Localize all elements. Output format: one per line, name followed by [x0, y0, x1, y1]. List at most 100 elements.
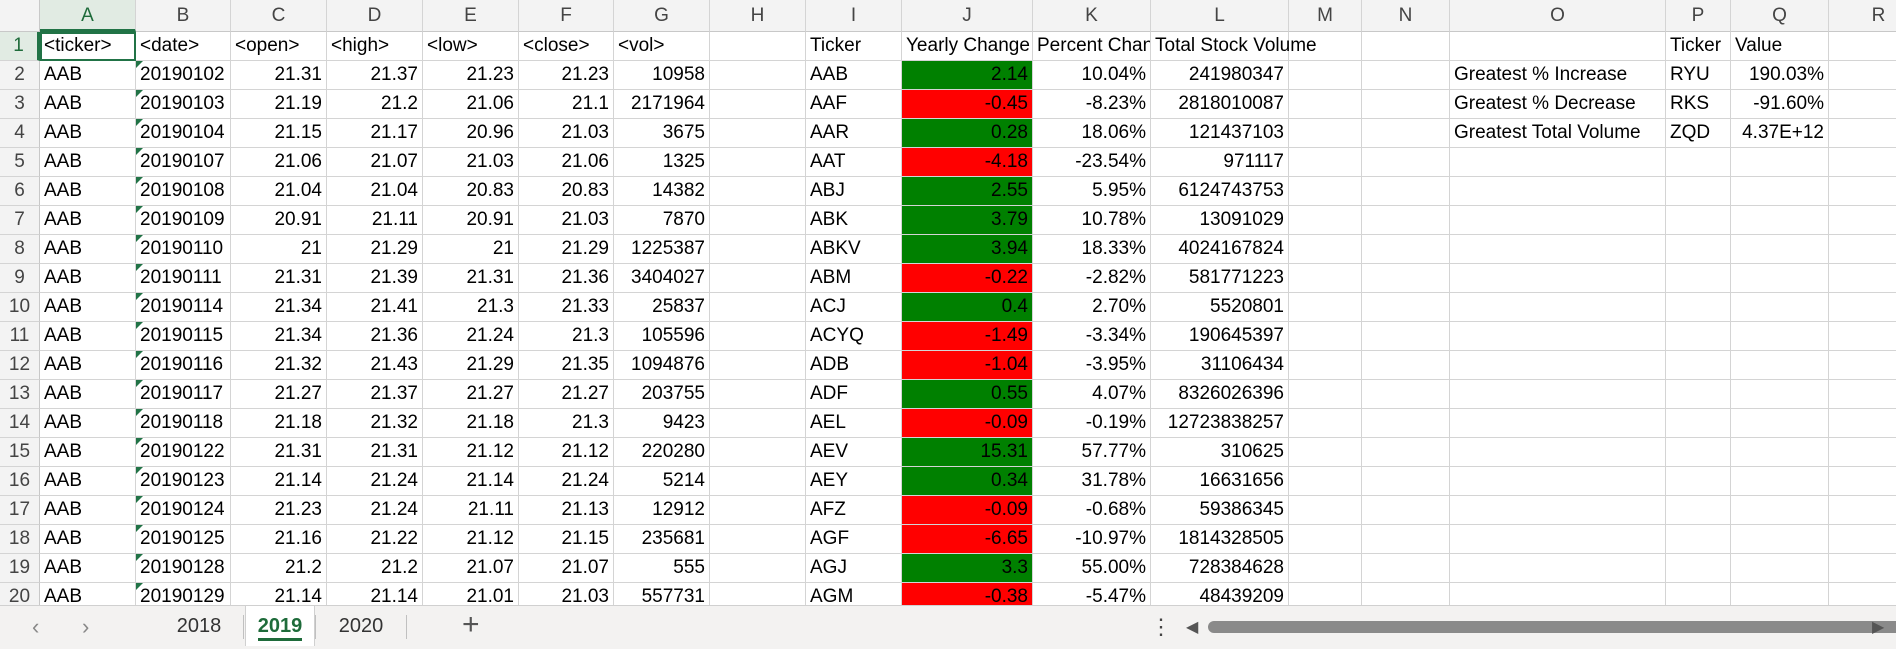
total-volume-cell[interactable]: 121437103 [1151, 119, 1289, 148]
data-cell[interactable]: 20190124 [136, 496, 231, 525]
yearly-change-cell[interactable]: -1.04 [902, 351, 1033, 380]
data-cell[interactable]: 21.24 [327, 496, 423, 525]
empty-cell[interactable] [1362, 467, 1450, 496]
data-cell[interactable]: 21.18 [231, 409, 327, 438]
empty-cell[interactable] [1289, 409, 1362, 438]
data-cell[interactable]: 21.07 [423, 554, 519, 583]
empty-cell[interactable] [1289, 351, 1362, 380]
empty-cell[interactable] [1829, 409, 1896, 438]
column-header-o[interactable]: O [1450, 0, 1666, 32]
data-cell[interactable]: AAB [40, 264, 136, 293]
empty-cell[interactable] [1362, 525, 1450, 554]
yearly-change-cell[interactable]: 3.94 [902, 235, 1033, 264]
empty-cell[interactable] [1362, 119, 1450, 148]
data-cell[interactable]: 21.12 [423, 525, 519, 554]
empty-cell[interactable] [1829, 467, 1896, 496]
ticker-cell[interactable]: AAR [806, 119, 902, 148]
row-header[interactable]: 2 [0, 61, 40, 90]
data-cell[interactable]: 21 [231, 235, 327, 264]
data-cell[interactable]: 21.43 [327, 351, 423, 380]
greatest-value-header[interactable]: Value [1731, 32, 1829, 61]
data-cell[interactable]: 21.32 [231, 351, 327, 380]
empty-cell[interactable] [1289, 438, 1362, 467]
greatest-label-cell[interactable]: Greatest Total Volume [1450, 119, 1666, 148]
ticker-cell[interactable]: AFZ [806, 496, 902, 525]
yearly-change-cell[interactable]: -0.09 [902, 409, 1033, 438]
empty-cell[interactable] [1666, 438, 1731, 467]
data-cell[interactable]: 7870 [614, 206, 710, 235]
total-volume-cell[interactable]: 31106434 [1151, 351, 1289, 380]
empty-cell[interactable] [1362, 148, 1450, 177]
yearly-change-cell[interactable]: -6.65 [902, 525, 1033, 554]
select-all-corner[interactable] [0, 0, 40, 32]
header-cell[interactable]: <low> [423, 32, 519, 61]
data-cell[interactable]: 203755 [614, 380, 710, 409]
empty-cell[interactable] [1362, 235, 1450, 264]
data-cell[interactable]: 20190117 [136, 380, 231, 409]
data-cell[interactable]: 21.22 [327, 525, 423, 554]
data-cell[interactable]: 21.03 [423, 148, 519, 177]
add-sheet-icon[interactable]: + [462, 608, 480, 641]
empty-cell[interactable] [1289, 496, 1362, 525]
data-cell[interactable]: 21.32 [327, 409, 423, 438]
data-cell[interactable]: 21.31 [231, 438, 327, 467]
empty-cell[interactable] [1666, 409, 1731, 438]
total-volume-cell[interactable]: 16631656 [1151, 467, 1289, 496]
header-cell[interactable]: <date> [136, 32, 231, 61]
data-cell[interactable]: AAB [40, 119, 136, 148]
column-header-i[interactable]: I [806, 0, 902, 32]
data-cell[interactable]: 20190109 [136, 206, 231, 235]
data-cell[interactable]: 21.27 [231, 380, 327, 409]
data-cell[interactable]: 20190107 [136, 148, 231, 177]
empty-cell[interactable] [1289, 264, 1362, 293]
data-cell[interactable]: 5214 [614, 467, 710, 496]
data-cell[interactable]: 21.17 [327, 119, 423, 148]
data-cell[interactable]: 21.31 [423, 264, 519, 293]
total-volume-cell[interactable]: 241980347 [1151, 61, 1289, 90]
data-cell[interactable]: 2171964 [614, 90, 710, 119]
ticker-cell[interactable]: ADF [806, 380, 902, 409]
percent-change-cell[interactable]: 31.78% [1033, 467, 1151, 496]
empty-cell[interactable] [710, 438, 806, 467]
empty-cell[interactable] [710, 61, 806, 90]
empty-cell[interactable] [710, 496, 806, 525]
sheet-tab-2018[interactable]: 2018 [176, 615, 222, 637]
row-header[interactable]: 6 [0, 177, 40, 206]
data-cell[interactable]: AAB [40, 525, 136, 554]
total-volume-cell[interactable]: 13091029 [1151, 206, 1289, 235]
empty-cell[interactable] [710, 409, 806, 438]
data-cell[interactable]: 20.83 [423, 177, 519, 206]
data-cell[interactable]: 21.11 [423, 496, 519, 525]
data-cell[interactable]: 21.15 [231, 119, 327, 148]
greatest-value-cell[interactable]: 4.37E+12 [1731, 119, 1829, 148]
empty-cell[interactable] [1829, 177, 1896, 206]
column-header-d[interactable]: D [327, 0, 423, 32]
greatest-label-cell[interactable]: Greatest % Increase [1450, 61, 1666, 90]
empty-cell[interactable] [1829, 119, 1896, 148]
data-cell[interactable]: 21.04 [327, 177, 423, 206]
data-cell[interactable]: 20.91 [423, 206, 519, 235]
data-cell[interactable]: 20190108 [136, 177, 231, 206]
percent-change-cell[interactable]: 57.77% [1033, 438, 1151, 467]
empty-cell[interactable] [1450, 467, 1666, 496]
empty-cell[interactable] [1666, 206, 1731, 235]
data-cell[interactable]: 1225387 [614, 235, 710, 264]
ticker-cell[interactable]: ABJ [806, 177, 902, 206]
data-cell[interactable]: 20.96 [423, 119, 519, 148]
empty-cell[interactable] [1731, 235, 1829, 264]
ticker-cell[interactable]: AEV [806, 438, 902, 467]
yearly-change-cell[interactable]: 3.3 [902, 554, 1033, 583]
ticker-cell[interactable]: ADB [806, 351, 902, 380]
data-cell[interactable]: 21.24 [519, 467, 614, 496]
empty-cell[interactable] [1450, 206, 1666, 235]
data-cell[interactable]: 20190116 [136, 351, 231, 380]
total-volume-cell[interactable]: 310625 [1151, 438, 1289, 467]
data-cell[interactable]: 21.06 [423, 90, 519, 119]
row-header[interactable]: 11 [0, 322, 40, 351]
data-cell[interactable]: 21.24 [327, 467, 423, 496]
horizontal-scrollbar[interactable]: ◀ ▶ [1186, 617, 1896, 637]
data-cell[interactable]: 20190111 [136, 264, 231, 293]
data-cell[interactable]: 21.31 [231, 61, 327, 90]
column-header-r[interactable]: R [1829, 0, 1896, 32]
data-cell[interactable]: 20190128 [136, 554, 231, 583]
